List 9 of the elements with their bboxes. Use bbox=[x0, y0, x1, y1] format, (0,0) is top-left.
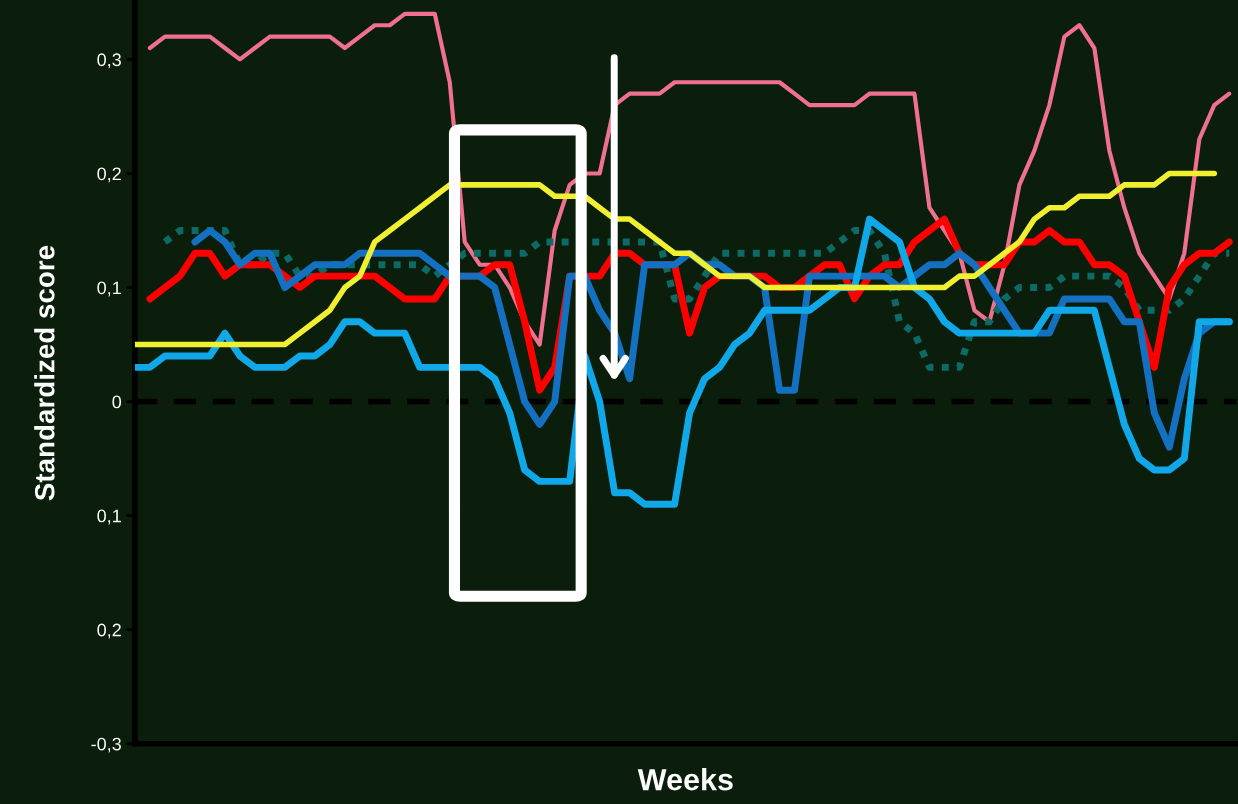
x-axis-title: Weeks bbox=[637, 768, 733, 791]
y-tick-label: 0,3 bbox=[97, 53, 121, 69]
y-tick-label: 0,1 bbox=[97, 281, 121, 297]
y-axis-title: Standardized score bbox=[34, 245, 55, 501]
y-tick-label: 0 bbox=[112, 395, 122, 409]
y-tick-label: 0,2 bbox=[97, 167, 121, 183]
y-tick-label: 0,2 bbox=[97, 623, 121, 639]
y-tick-label: -0,3 bbox=[91, 737, 121, 753]
y-tick-label: 0,1 bbox=[97, 509, 121, 525]
